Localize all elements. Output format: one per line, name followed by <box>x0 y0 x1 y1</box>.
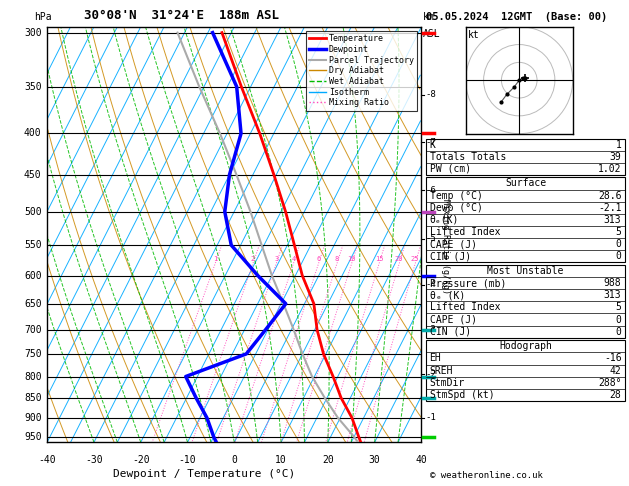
Text: 42: 42 <box>610 365 621 376</box>
Text: -2: -2 <box>426 370 437 379</box>
Text: 950: 950 <box>24 432 42 442</box>
Text: 30: 30 <box>369 455 381 465</box>
Text: hPa: hPa <box>35 12 52 22</box>
Text: -40: -40 <box>38 455 56 465</box>
Text: © weatheronline.co.uk: © weatheronline.co.uk <box>430 471 542 480</box>
Text: θₑ (K): θₑ (K) <box>430 290 465 300</box>
Text: 0: 0 <box>616 327 621 337</box>
Text: 1: 1 <box>616 139 621 150</box>
Text: kt: kt <box>468 30 480 40</box>
Text: 500: 500 <box>24 207 42 217</box>
Text: 6: 6 <box>316 256 321 261</box>
Text: 313: 313 <box>604 290 621 300</box>
Text: Pressure (mb): Pressure (mb) <box>430 278 506 288</box>
Text: Totals Totals: Totals Totals <box>430 152 506 162</box>
Text: -8: -8 <box>426 90 437 99</box>
Text: 0: 0 <box>616 239 621 249</box>
Text: 30°08'N  31°24'E  188m ASL: 30°08'N 31°24'E 188m ASL <box>84 9 279 22</box>
Text: ASL: ASL <box>423 29 440 39</box>
Text: 40: 40 <box>416 455 427 465</box>
Text: PW (cm): PW (cm) <box>430 164 470 174</box>
Text: -5: -5 <box>426 234 437 243</box>
Text: -10: -10 <box>179 455 196 465</box>
Text: km: km <box>423 12 434 22</box>
Text: StmDir: StmDir <box>430 378 465 388</box>
Text: 20: 20 <box>322 455 334 465</box>
Text: K: K <box>430 139 435 150</box>
Text: 600: 600 <box>24 271 42 280</box>
Legend: Temperature, Dewpoint, Parcel Trajectory, Dry Adiabat, Wet Adiabat, Isotherm, Mi: Temperature, Dewpoint, Parcel Trajectory… <box>306 31 417 110</box>
Text: -16: -16 <box>604 353 621 364</box>
Text: 450: 450 <box>24 170 42 180</box>
Text: 650: 650 <box>24 299 42 309</box>
Text: 988: 988 <box>604 278 621 288</box>
Text: Dewp (°C): Dewp (°C) <box>430 203 482 213</box>
Text: StmSpd (kt): StmSpd (kt) <box>430 390 494 400</box>
Text: Mixing Ratio (g/kg): Mixing Ratio (g/kg) <box>442 199 450 295</box>
Text: EH: EH <box>430 353 442 364</box>
Text: -7: -7 <box>426 138 437 147</box>
Text: 28: 28 <box>610 390 621 400</box>
Text: θₑ(K): θₑ(K) <box>430 215 459 225</box>
Text: 550: 550 <box>24 240 42 250</box>
Text: 850: 850 <box>24 393 42 403</box>
Text: 400: 400 <box>24 128 42 139</box>
Text: 39: 39 <box>610 152 621 162</box>
Text: 15: 15 <box>375 256 383 261</box>
Text: 2: 2 <box>251 256 255 261</box>
Text: 300: 300 <box>24 28 42 37</box>
Text: -4: -4 <box>426 280 437 289</box>
Text: CAPE (J): CAPE (J) <box>430 239 477 249</box>
Text: 1: 1 <box>213 256 217 261</box>
Text: CAPE (J): CAPE (J) <box>430 314 477 325</box>
Text: 4: 4 <box>291 256 296 261</box>
Text: 0: 0 <box>616 251 621 261</box>
Text: 5: 5 <box>616 302 621 312</box>
Text: 05.05.2024  12GMT  (Base: 00): 05.05.2024 12GMT (Base: 00) <box>426 12 608 22</box>
Text: 0: 0 <box>616 314 621 325</box>
Text: 313: 313 <box>604 215 621 225</box>
Text: -1: -1 <box>426 413 437 422</box>
Text: 1.02: 1.02 <box>598 164 621 174</box>
Text: -30: -30 <box>85 455 103 465</box>
Text: -3: -3 <box>426 325 437 334</box>
Text: Surface: Surface <box>505 178 546 189</box>
Text: 10: 10 <box>276 455 287 465</box>
Text: CIN (J): CIN (J) <box>430 327 470 337</box>
Text: Most Unstable: Most Unstable <box>487 266 564 276</box>
Text: 700: 700 <box>24 325 42 335</box>
Text: -20: -20 <box>132 455 150 465</box>
Text: Lifted Index: Lifted Index <box>430 227 500 237</box>
Text: CIN (J): CIN (J) <box>430 251 470 261</box>
Text: -2.1: -2.1 <box>598 203 621 213</box>
Text: Hodograph: Hodograph <box>499 341 552 351</box>
Text: 28.6: 28.6 <box>598 191 621 201</box>
Text: Dewpoint / Temperature (°C): Dewpoint / Temperature (°C) <box>113 469 296 479</box>
Text: 350: 350 <box>24 82 42 92</box>
Text: 750: 750 <box>24 349 42 359</box>
Text: Temp (°C): Temp (°C) <box>430 191 482 201</box>
Text: -6: -6 <box>426 186 437 194</box>
Text: 10: 10 <box>347 256 356 261</box>
Text: 900: 900 <box>24 413 42 423</box>
Text: 800: 800 <box>24 371 42 382</box>
Text: 5: 5 <box>616 227 621 237</box>
Text: 3: 3 <box>274 256 278 261</box>
Text: 20: 20 <box>395 256 403 261</box>
Text: 25: 25 <box>411 256 420 261</box>
Text: 288°: 288° <box>598 378 621 388</box>
Text: Lifted Index: Lifted Index <box>430 302 500 312</box>
Text: 8: 8 <box>335 256 339 261</box>
Text: 0: 0 <box>231 455 237 465</box>
Text: SREH: SREH <box>430 365 453 376</box>
